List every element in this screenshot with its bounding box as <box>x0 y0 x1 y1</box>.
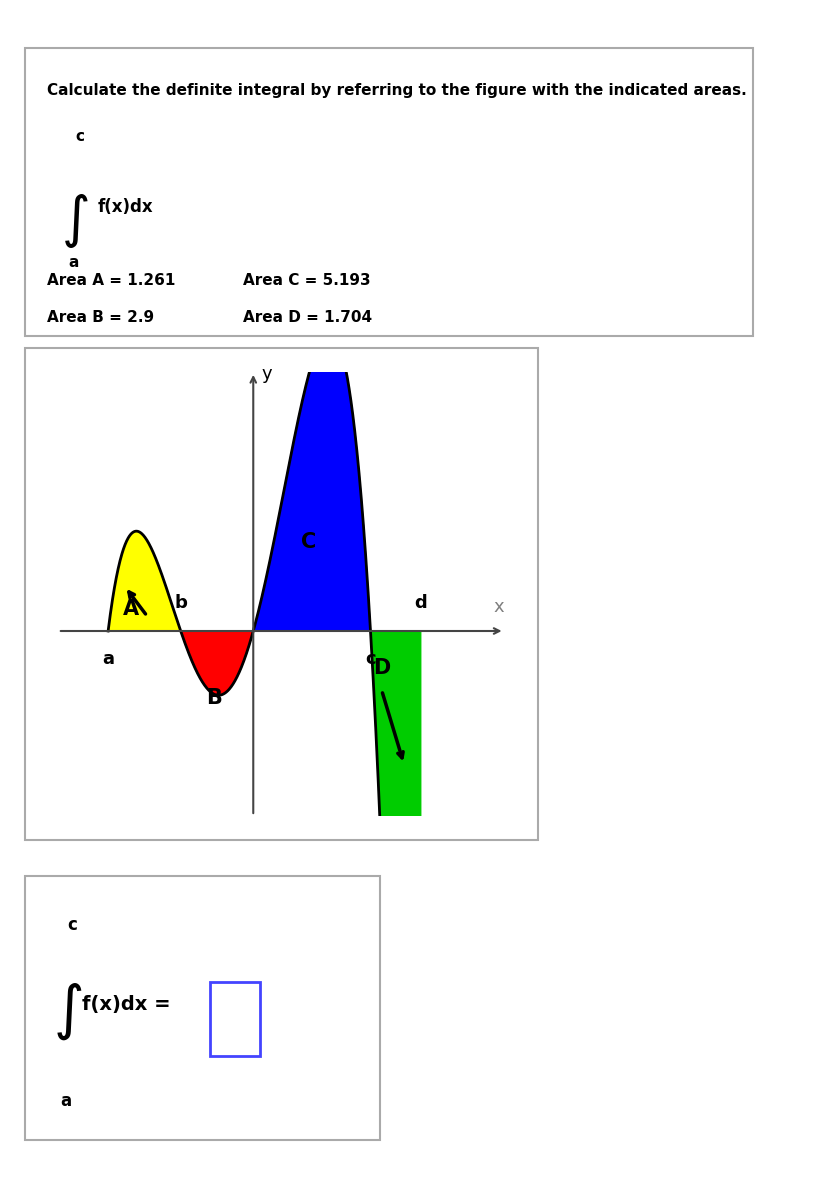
Text: Area D = 1.704: Area D = 1.704 <box>243 310 372 325</box>
Text: A: A <box>122 599 138 619</box>
Text: c: c <box>76 128 84 144</box>
FancyBboxPatch shape <box>25 48 753 336</box>
Text: Calculate the definite integral by referring to the figure with the indicated ar: Calculate the definite integral by refer… <box>46 83 747 97</box>
Text: D: D <box>373 658 390 678</box>
Text: $\int$: $\int$ <box>53 982 83 1043</box>
Text: $\int$: $\int$ <box>61 192 88 250</box>
FancyBboxPatch shape <box>25 348 538 840</box>
Text: b: b <box>174 594 187 612</box>
Text: x: x <box>494 599 504 617</box>
Text: Area A = 1.261: Area A = 1.261 <box>46 272 175 288</box>
Text: B: B <box>206 688 222 708</box>
Text: f(x)dx: f(x)dx <box>98 198 153 216</box>
Text: a: a <box>69 256 79 270</box>
Text: Area B = 2.9: Area B = 2.9 <box>46 310 154 325</box>
Text: y: y <box>262 365 273 384</box>
Text: c: c <box>366 649 375 667</box>
Text: f(x)dx =: f(x)dx = <box>82 995 170 1014</box>
Text: Area C = 5.193: Area C = 5.193 <box>243 272 370 288</box>
Polygon shape <box>108 532 181 631</box>
Text: c: c <box>68 916 78 934</box>
Text: a: a <box>102 649 114 667</box>
FancyBboxPatch shape <box>210 982 260 1056</box>
Text: a: a <box>60 1092 71 1110</box>
FancyBboxPatch shape <box>25 876 380 1140</box>
Polygon shape <box>253 331 370 631</box>
Polygon shape <box>370 631 421 1200</box>
Text: C: C <box>302 533 317 552</box>
Text: d: d <box>414 594 427 612</box>
Polygon shape <box>181 631 253 695</box>
